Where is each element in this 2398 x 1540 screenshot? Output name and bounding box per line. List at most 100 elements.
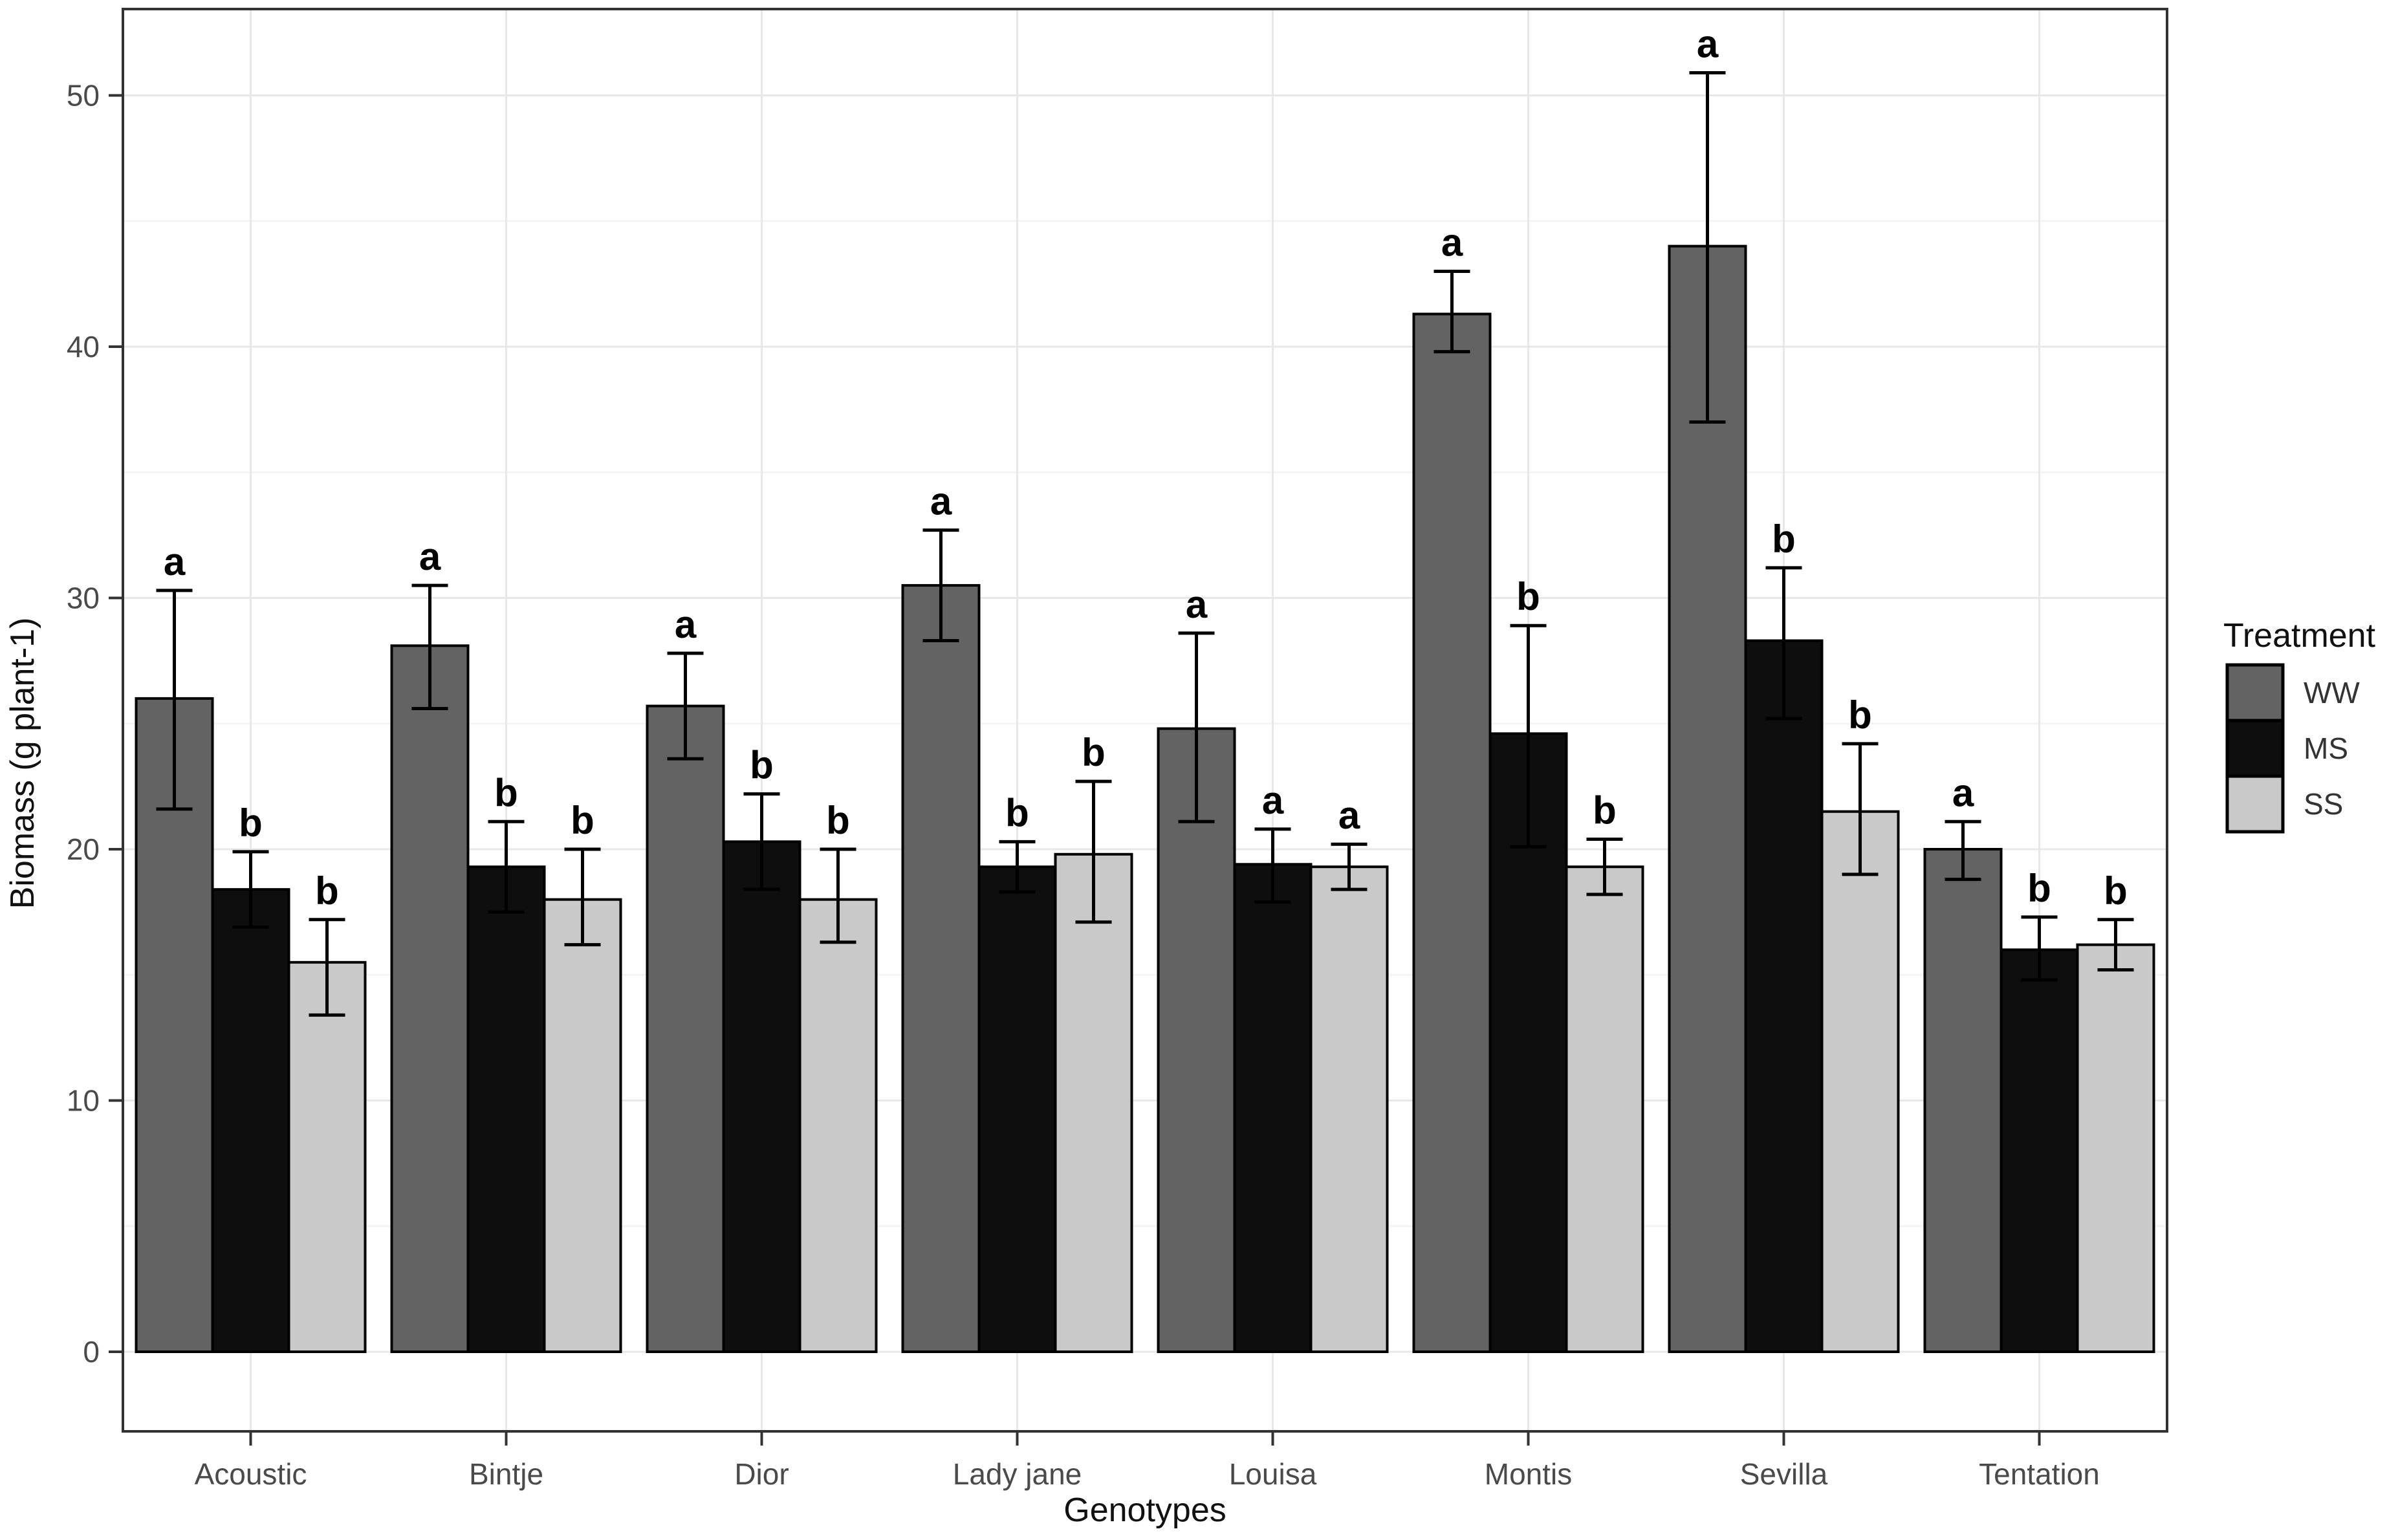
legend-title: Treatment bbox=[2223, 617, 2376, 655]
sig-letter-ss-bintje: b bbox=[571, 799, 594, 842]
sig-letter-ms-lady-jane: b bbox=[1005, 791, 1029, 834]
sig-letter-ss-louisa: a bbox=[1338, 794, 1360, 837]
x-tick-label-louisa: Louisa bbox=[1229, 1457, 1317, 1491]
bar-ss-bintje bbox=[543, 898, 622, 1353]
error-bar-ms-tentation bbox=[2021, 915, 2058, 982]
x-tick-label-sevilla: Sevilla bbox=[1740, 1457, 1828, 1491]
bar-ww-sevilla bbox=[1668, 244, 1747, 1354]
legend-label-ww: WW bbox=[2304, 676, 2360, 710]
sig-letter-ss-acoustic: b bbox=[315, 869, 339, 913]
error-bar-ww-tentation bbox=[1945, 819, 1981, 882]
error-bar-ms-sevilla bbox=[1765, 566, 1802, 721]
error-bar-ss-bintje bbox=[564, 847, 601, 947]
sig-letter-ss-dior: b bbox=[826, 799, 850, 842]
bar-ss-lady-jane bbox=[1054, 852, 1133, 1353]
sig-letter-ms-montis: b bbox=[1516, 575, 1540, 618]
error-bar-ss-dior bbox=[820, 847, 856, 944]
bar-ms-bintje bbox=[466, 865, 546, 1353]
bar-ww-montis bbox=[1412, 312, 1492, 1353]
bar-ss-sevilla bbox=[1820, 810, 1900, 1353]
error-bar-ww-dior bbox=[667, 651, 704, 761]
y-tick-label-40: 40 bbox=[67, 330, 100, 363]
bars bbox=[135, 244, 2155, 1354]
sig-letter-ss-tentation: b bbox=[2104, 869, 2128, 913]
panel-border bbox=[122, 8, 2168, 1433]
bar-ww-louisa bbox=[1157, 727, 1236, 1353]
error-bar-ms-acoustic bbox=[232, 850, 269, 929]
sig-letter-ms-louisa: a bbox=[1262, 779, 1284, 822]
error-bar-ss-tentation bbox=[2097, 918, 2134, 971]
y-tick-label-0: 0 bbox=[83, 1335, 100, 1369]
error-bar-ww-lady-jane bbox=[922, 528, 959, 643]
bar-ss-acoustic bbox=[287, 960, 367, 1353]
sig-letter-ms-bintje: b bbox=[494, 771, 518, 814]
sig-letter-ww-dior: a bbox=[675, 603, 697, 646]
bar-ss-dior bbox=[798, 898, 878, 1353]
sig-letter-ms-acoustic: b bbox=[239, 801, 263, 845]
sig-letter-ss-sevilla: b bbox=[1848, 693, 1872, 737]
y-tick-label-30: 30 bbox=[67, 581, 100, 615]
sig-letter-ww-sevilla: a bbox=[1697, 23, 1719, 66]
sig-letter-ss-montis: b bbox=[1593, 788, 1617, 832]
sig-letter-ms-tentation: b bbox=[2027, 867, 2051, 910]
bar-ww-dior bbox=[646, 704, 725, 1354]
sig-letter-ww-louisa: a bbox=[1186, 583, 1208, 626]
y-axis-title: Biomass (g plant-1) bbox=[4, 618, 41, 909]
error-bar-ww-bintje bbox=[411, 583, 448, 710]
sig-letter-ww-lady-jane: a bbox=[930, 480, 952, 523]
sig-letter-ms-sevilla: b bbox=[1772, 517, 1796, 561]
bar-ms-tentation bbox=[2000, 948, 2079, 1353]
error-bar-ms-bintje bbox=[488, 819, 525, 914]
error-bar-ww-sevilla bbox=[1689, 71, 1726, 424]
bar-ss-tentation bbox=[2076, 943, 2155, 1353]
legend-label-ss: SS bbox=[2304, 787, 2343, 821]
x-tick-label-lady-jane: Lady jane bbox=[953, 1457, 1082, 1491]
axes: 0 10 20 30 40 50 Acoustic Bintje Dior Lady jane Lo… bbox=[67, 8, 2168, 1491]
bar-ww-bintje bbox=[390, 644, 470, 1354]
bar-ww-lady-jane bbox=[901, 584, 981, 1354]
error-bar-ms-montis bbox=[1510, 624, 1547, 849]
sig-letter-ss-lady-jane: b bbox=[1082, 731, 1106, 774]
x-tick-label-montis: Montis bbox=[1485, 1457, 1572, 1491]
x-axis-title: Genotypes bbox=[1063, 1491, 1226, 1529]
significance-letters: a b b a b b a b b a b b a a a a b b a b b a b b bbox=[164, 23, 2128, 913]
error-bar-ss-lady-jane bbox=[1075, 779, 1112, 924]
bar-ss-louisa bbox=[1309, 865, 1389, 1353]
x-tick-label-dior: Dior bbox=[734, 1457, 789, 1491]
x-tick-label-bintje: Bintje bbox=[469, 1457, 543, 1491]
x-tick-label-tentation: Tentation bbox=[1979, 1457, 2100, 1491]
legend-swatch-ss bbox=[2225, 774, 2285, 834]
error-bar-ss-sevilla bbox=[1842, 742, 1879, 876]
bar-ms-dior bbox=[722, 840, 801, 1353]
error-bar-ww-louisa bbox=[1178, 631, 1215, 823]
error-bar-ms-louisa bbox=[1254, 827, 1291, 904]
bar-ms-acoustic bbox=[211, 888, 290, 1354]
error-bar-ms-lady-jane bbox=[999, 840, 1036, 894]
sig-letter-ww-tentation: a bbox=[1952, 771, 1974, 814]
sig-letter-ww-acoustic: a bbox=[164, 540, 186, 583]
error-bar-ms-dior bbox=[743, 792, 780, 891]
error-bars bbox=[156, 71, 2134, 1017]
sig-letter-ww-bintje: a bbox=[419, 535, 441, 578]
legend: Treatment WW MS SS bbox=[2223, 617, 2376, 834]
legend-swatch-ww bbox=[2225, 663, 2285, 722]
error-bar-ww-montis bbox=[1433, 269, 1470, 354]
legend-swatch-ms bbox=[2225, 719, 2285, 778]
bar-ms-sevilla bbox=[1744, 639, 1824, 1353]
legend-label-ms: MS bbox=[2304, 732, 2348, 765]
sig-letter-ms-dior: b bbox=[750, 744, 774, 787]
x-tick-label-acoustic: Acoustic bbox=[195, 1457, 307, 1491]
sig-letter-ww-montis: a bbox=[1441, 221, 1463, 264]
error-bar-ss-louisa bbox=[1331, 842, 1368, 891]
error-bar-ss-montis bbox=[1586, 837, 1623, 896]
y-tick-label-20: 20 bbox=[67, 832, 100, 866]
y-tick-label-10: 10 bbox=[67, 1084, 100, 1118]
error-bar-ss-acoustic bbox=[309, 918, 345, 1017]
bar-ss-montis bbox=[1565, 865, 1644, 1353]
error-bar-ww-acoustic bbox=[156, 589, 193, 811]
bar-ww-tentation bbox=[1923, 848, 2003, 1353]
bar-ms-louisa bbox=[1233, 863, 1313, 1354]
bar-ms-lady-jane bbox=[977, 865, 1057, 1353]
